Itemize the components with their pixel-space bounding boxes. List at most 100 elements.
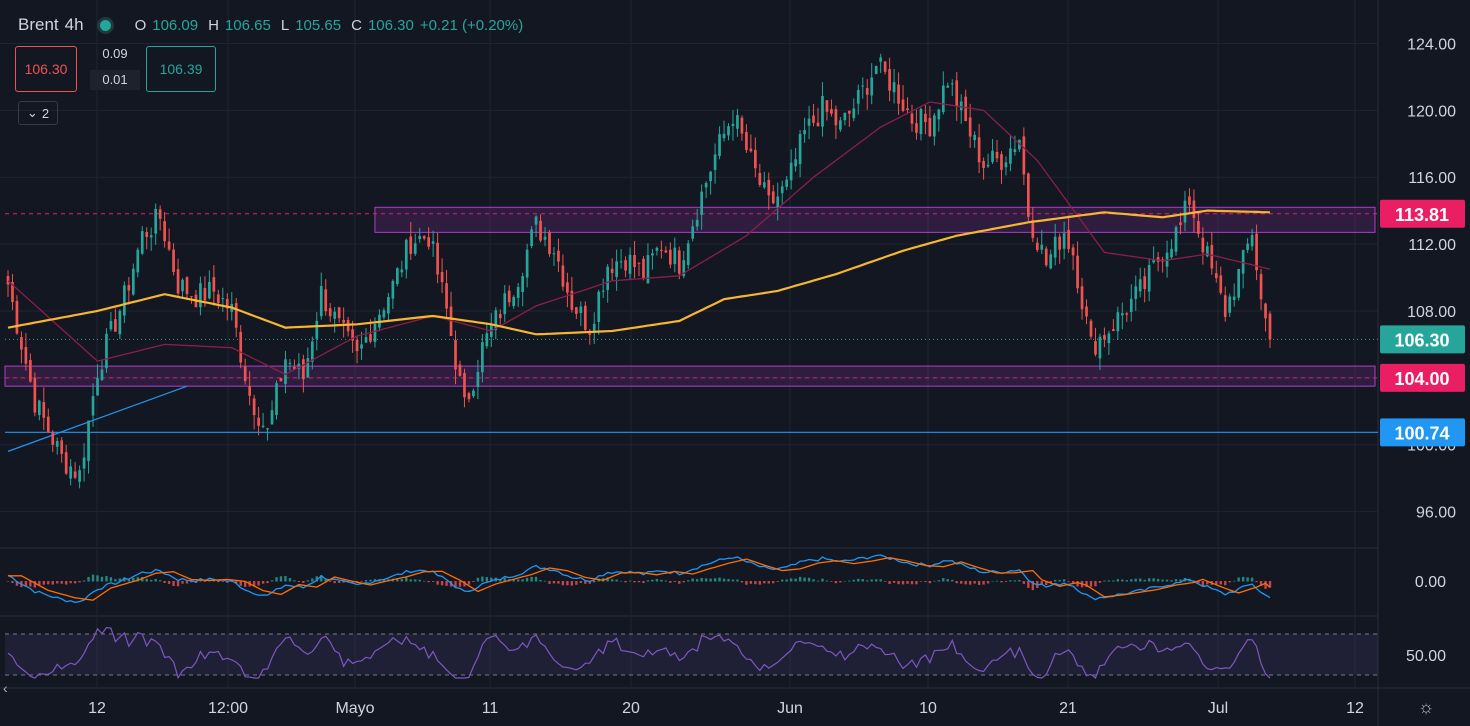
candle-body xyxy=(109,320,113,330)
macd-histogram-bar xyxy=(772,581,775,584)
macd-histogram-bar xyxy=(1170,580,1173,582)
candle-body xyxy=(440,271,444,283)
candle-body xyxy=(646,255,650,284)
macd-histogram-bar xyxy=(870,579,873,582)
macd-histogram-bar xyxy=(637,581,641,583)
macd-histogram-bar xyxy=(239,581,242,586)
indicators-collapse-button[interactable]: ⌄ 2 xyxy=(18,101,58,125)
macd-histogram-bar xyxy=(763,581,766,584)
candle-body xyxy=(351,329,354,341)
candle-body xyxy=(561,265,565,287)
macd-signal-line xyxy=(8,557,1271,601)
macd-histogram-bar xyxy=(458,581,462,587)
macd-histogram-bar xyxy=(369,579,372,582)
candle-body xyxy=(941,85,945,113)
candle-body xyxy=(745,131,748,151)
candle-body xyxy=(933,115,936,137)
candle-body xyxy=(270,410,274,425)
macd-histogram-bar xyxy=(1143,579,1146,582)
candle-body xyxy=(798,133,802,165)
candle-body xyxy=(749,148,753,152)
sell-button[interactable]: 106.30 xyxy=(15,46,77,92)
macd-histogram-bar xyxy=(1067,581,1070,582)
macd-histogram-bar xyxy=(633,581,636,583)
macd-histogram-bar xyxy=(995,580,999,582)
time-tick-label: 11 xyxy=(482,700,499,717)
macd-histogram-bar xyxy=(69,581,72,584)
candle-body xyxy=(64,452,68,474)
time-axis[interactable]: 12 12:00 Mayo 11 20 Jun 10 21 Jul 12 ☼ ‹ xyxy=(3,680,1434,717)
candle-body xyxy=(1250,235,1254,247)
candle-body xyxy=(1076,255,1079,289)
macd-histogram-bar xyxy=(977,581,981,585)
macd-histogram-bar xyxy=(1197,581,1200,584)
candle-body xyxy=(176,269,180,294)
candle-body xyxy=(686,243,690,265)
macd-histogram-bar xyxy=(1049,581,1052,583)
macd-histogram-bar xyxy=(105,576,108,582)
macd-histogram-bar xyxy=(924,581,927,583)
macd-histogram-bar xyxy=(1232,580,1236,582)
candle-body xyxy=(1053,236,1057,258)
trendline xyxy=(7,385,188,452)
candle-body xyxy=(946,85,950,88)
candle-body xyxy=(986,164,990,167)
candle-body xyxy=(60,440,64,454)
timeframe[interactable]: 4h xyxy=(64,15,84,34)
macd-histogram-bar xyxy=(261,581,265,584)
macd-histogram-bar xyxy=(132,577,135,582)
macd-histogram-bar xyxy=(87,577,90,582)
candle-body xyxy=(203,288,207,301)
candle-body xyxy=(96,378,99,396)
candle-body xyxy=(780,186,784,194)
candle-body xyxy=(624,260,627,271)
candle-body xyxy=(472,390,475,397)
macd-histogram-bar xyxy=(91,574,95,582)
candle-body xyxy=(234,303,238,328)
candle-body xyxy=(494,310,498,331)
macd-histogram-bar xyxy=(185,581,189,584)
macd-histogram-bar xyxy=(33,581,37,588)
candle-body xyxy=(158,209,162,219)
macd-histogram-bar xyxy=(1228,581,1231,583)
candle-body xyxy=(897,84,900,104)
candle-body xyxy=(812,115,815,123)
macd-histogram-bar xyxy=(1116,579,1120,582)
candle-body xyxy=(1089,320,1093,337)
candle-body xyxy=(1094,341,1097,355)
candle-body xyxy=(552,253,556,255)
macd-histogram-bar xyxy=(1264,581,1267,589)
support-price-label: 100.74 xyxy=(1394,423,1449,443)
macd-histogram-bar xyxy=(1013,580,1017,582)
buy-button[interactable]: 106.39 xyxy=(146,46,216,92)
open-label: O xyxy=(134,16,147,34)
macd-histogram-bar xyxy=(1071,581,1075,584)
horizontal-lines[interactable] xyxy=(5,338,1378,452)
candle-body xyxy=(131,268,135,295)
candle-body xyxy=(37,400,41,416)
macd-histogram-bar xyxy=(588,581,591,584)
macd-histogram-bar xyxy=(427,581,430,583)
macd-histogram-bar xyxy=(727,578,730,582)
macd-histogram-bar xyxy=(1139,578,1142,582)
macd-histogram-bar xyxy=(1000,581,1003,583)
candle-body xyxy=(212,277,216,292)
macd-histogram-bar xyxy=(118,578,122,582)
macd-histogram-bar xyxy=(722,578,726,582)
macd-histogram-bar xyxy=(843,580,847,582)
macd-histogram-bar xyxy=(803,577,806,582)
macd-histogram-bar xyxy=(100,576,104,582)
candle-body xyxy=(364,337,368,343)
time-tick-label: 12 xyxy=(88,700,106,717)
macd-histogram-bar xyxy=(861,579,864,582)
candle-body xyxy=(655,247,659,251)
macd-histogram-bar xyxy=(306,580,310,582)
price-tick-label: 108.00 xyxy=(1407,304,1456,321)
candle-body xyxy=(284,359,287,384)
macd-histogram-bar xyxy=(539,579,542,582)
candle-body xyxy=(964,96,968,122)
rsi-tick-label: 50.00 xyxy=(1406,648,1446,665)
symbol-name[interactable]: Brent xyxy=(18,15,59,34)
